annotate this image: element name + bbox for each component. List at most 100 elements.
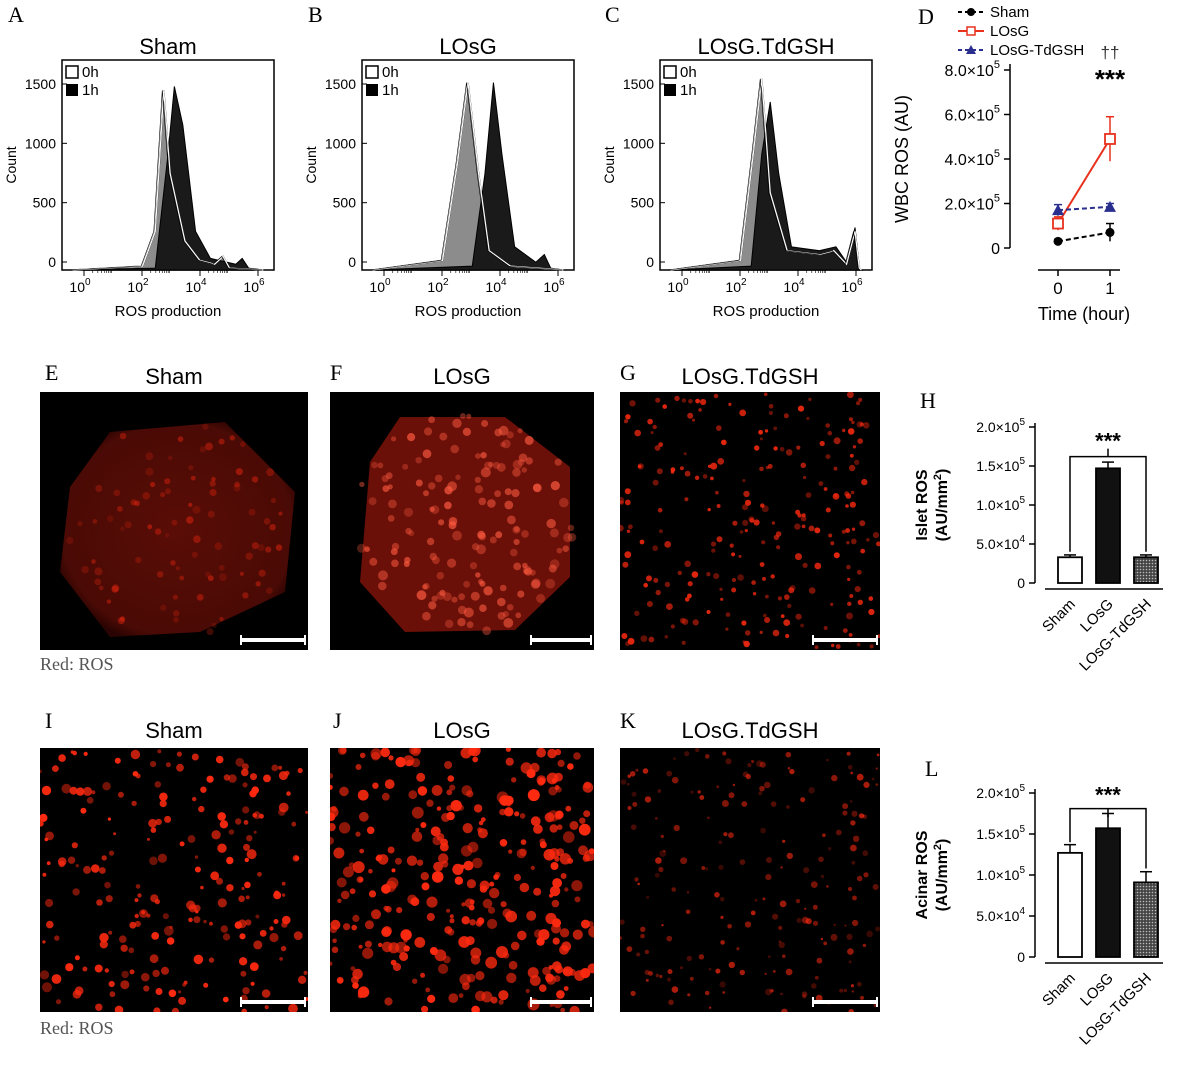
- ros-signal-dot: [504, 500, 514, 510]
- ros-signal-dot: [474, 485, 484, 494]
- ros-signal-dot: [46, 920, 54, 929]
- ros-signal-dot: [235, 468, 243, 476]
- ros-signal-dot: [526, 910, 537, 921]
- ros-signal-dot: [690, 790, 694, 794]
- islet-sham-image: [60, 422, 295, 637]
- ros-signal-dot: [161, 966, 169, 975]
- ros-signal-dot: [499, 584, 507, 592]
- ros-signal-dot: [70, 750, 74, 754]
- ros-signal-dot: [652, 545, 659, 552]
- ros-signal-dot: [66, 537, 74, 545]
- ros-signal-dot: [845, 528, 850, 533]
- ros-signal-dot: [135, 773, 141, 779]
- ros-signal-dot: [42, 940, 46, 944]
- ros-signal-dot: [355, 764, 362, 770]
- ros-signal-dot: [400, 929, 412, 941]
- ros-signal-dot: [789, 768, 795, 775]
- ros-signal-dot: [637, 464, 642, 469]
- ros-signal-dot: [559, 945, 569, 955]
- ros-signal-dot: [431, 871, 444, 883]
- ros-signal-dot: [238, 895, 245, 903]
- ros-signal-dot: [102, 782, 111, 791]
- ros-signal-dot: [808, 397, 812, 402]
- ros-signal-dot: [205, 442, 213, 451]
- ros-signal-dot: [796, 445, 801, 450]
- ros-signal-dot: [707, 816, 710, 820]
- ros-signal-dot: [664, 541, 672, 548]
- ros-signal-dot: [852, 919, 859, 927]
- ros-signal-dot: [624, 499, 631, 506]
- ros-signal-dot: [786, 805, 790, 809]
- ros-signal-dot: [639, 539, 645, 545]
- ros-signal-dot: [776, 545, 781, 550]
- ros-signal-dot: [466, 413, 472, 419]
- ros-signal-dot: [152, 969, 160, 978]
- ros-signal-dot: [756, 760, 763, 767]
- ros-signal-dot: [465, 936, 475, 946]
- ros-signal-dot: [628, 524, 633, 530]
- x-tick-exponent: 6: [259, 277, 265, 288]
- ros-signal-dot: [554, 458, 562, 466]
- x-tick-exponent: 6: [857, 277, 863, 288]
- ros-signal-dot: [388, 499, 397, 509]
- ros-signal-dot: [691, 571, 699, 578]
- ros-signal-dot: [780, 614, 785, 618]
- ros-signal-dot: [217, 843, 227, 853]
- ros-signal-dot: [444, 486, 453, 495]
- scale-bar: [530, 635, 592, 645]
- islet-tdgsh-image: [620, 392, 880, 650]
- ros-signal-dot: [624, 419, 628, 424]
- wbc-ros-line-chart: Sham LOsG LOsG-TdGSH 0 2.0×105 4.0×105 6.0×105…: [892, 4, 1130, 324]
- ros-signal-dot: [282, 915, 291, 925]
- ros-signal-dot: [707, 464, 712, 468]
- ros-signal-dot: [721, 439, 727, 446]
- ros-signal-dot: [848, 1009, 855, 1012]
- ros-signal-dot: [643, 582, 648, 588]
- ros-signal-dot: [99, 932, 109, 943]
- ros-signal-dot: [248, 508, 256, 516]
- x-tick-exponent: 2: [143, 277, 149, 288]
- ros-signal-dot: [875, 783, 879, 786]
- ros-signal-dot: [117, 617, 125, 625]
- ros-signal-dot: [330, 773, 334, 779]
- ros-signal-dot: [673, 757, 676, 760]
- ros-signal-dot: [588, 848, 594, 854]
- ros-signal-dot: [124, 521, 132, 529]
- ros-signal-dot: [630, 824, 637, 830]
- y-axis-unit: (AU/mm2): [932, 839, 951, 912]
- ros-signal-dot: [868, 608, 875, 616]
- ros-signal-dot: [852, 895, 857, 901]
- x-axis-label: ROS production: [713, 303, 820, 320]
- ros-signal-dot: [826, 885, 829, 888]
- ros-signal-dot: [407, 433, 416, 442]
- ros-signal-dot: [859, 422, 864, 427]
- ros-signal-dot: [494, 428, 503, 437]
- ros-signal-dot: [652, 479, 659, 486]
- ros-signal-dot: [711, 548, 716, 553]
- ros-signal-dot: [666, 770, 673, 777]
- x-tick-label: 1: [1105, 279, 1114, 298]
- ros-signal-dot: [104, 881, 111, 889]
- ros-signal-dot: [52, 765, 59, 772]
- ros-signal-dot: [506, 972, 517, 984]
- ros-signal-dot: [175, 566, 180, 571]
- ros-signal-dot: [850, 771, 853, 775]
- ros-signal-dot: [766, 857, 772, 863]
- ros-signal-dot: [846, 612, 853, 620]
- ros-signal-dot: [862, 814, 865, 817]
- ros-signal-dot: [390, 548, 398, 556]
- ros-signal-dot: [496, 791, 509, 804]
- series-line: [1057, 138, 1111, 225]
- ros-signal-dot: [436, 571, 445, 580]
- ros-signal-dot: [340, 890, 350, 900]
- ros-signal-dot: [700, 398, 707, 406]
- ros-signal-dot: [415, 456, 422, 464]
- ros-signal-dot: [297, 975, 307, 984]
- ros-signal-dot: [192, 796, 197, 802]
- ros-signal-dot: [265, 546, 272, 553]
- ros-signal-dot: [519, 813, 526, 819]
- ros-signal-dot: [113, 489, 121, 497]
- ros-signal-dot: [549, 885, 561, 897]
- ros-signal-dot: [704, 990, 710, 996]
- ros-signal-dot: [559, 928, 570, 938]
